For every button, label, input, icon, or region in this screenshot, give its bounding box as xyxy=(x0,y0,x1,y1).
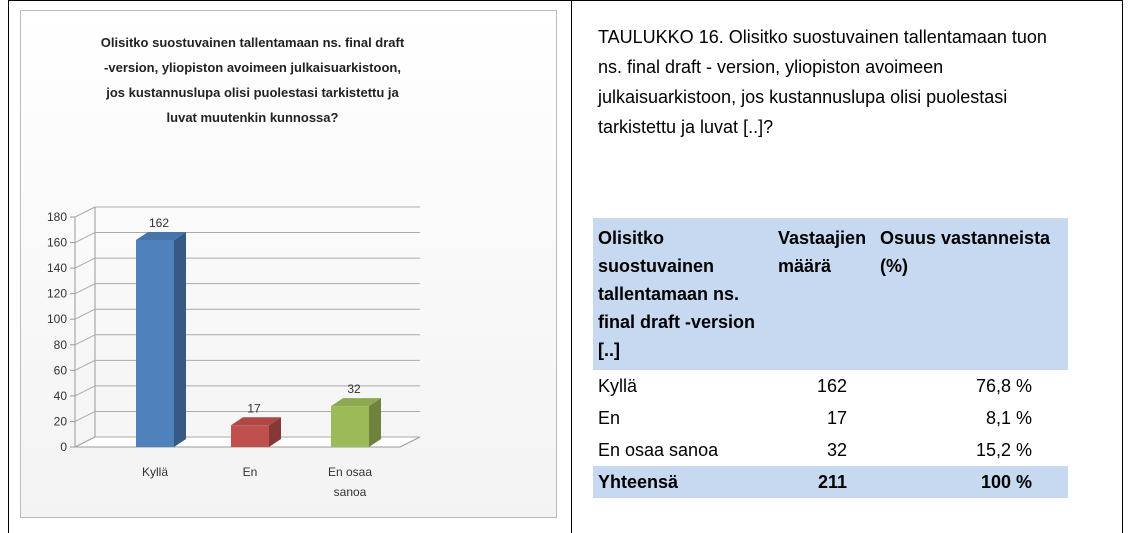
table-cell: En xyxy=(598,408,621,428)
chart: 0 20 40 60 80 100 120 140 160 180 162 17 32 xyxy=(47,206,421,454)
table-cell: 100 % xyxy=(875,466,1068,498)
x-tick-label: Kyllä xyxy=(141,465,168,479)
x-tick-label: En xyxy=(242,465,258,479)
bar xyxy=(331,406,369,447)
chart-title: Olisitko suostuvainen tallentamaan ns. f… xyxy=(100,35,405,125)
table-caption: TAULUKKO 16. Olisitko suostuvainen talle… xyxy=(598,27,1047,137)
y-tick-label: 80 xyxy=(54,338,68,352)
grid-line xyxy=(74,232,96,244)
y-tick-label: 0 xyxy=(60,440,67,454)
border xyxy=(1122,0,1123,533)
header-cell: Vastaajien määrä xyxy=(773,218,875,370)
table-cell: 76,8 % xyxy=(975,376,1032,396)
header-cell: Olisitko suostuvainen tallentamaan ns. f… xyxy=(593,218,773,370)
grid-line xyxy=(74,334,96,346)
y-tick-label: 100 xyxy=(47,312,67,326)
grid-line xyxy=(74,385,96,397)
chart-box xyxy=(20,10,557,518)
data-label: 162 xyxy=(149,216,169,230)
grid-line xyxy=(74,359,96,371)
y-tick-label: 180 xyxy=(47,210,67,224)
bar-top xyxy=(136,232,186,240)
table-cell: 8,1 % xyxy=(985,408,1032,428)
table-cell: En osaa sanoa xyxy=(598,440,719,460)
y-tick-label: 140 xyxy=(47,261,67,275)
grid-line xyxy=(74,308,96,320)
y-tick-label: 160 xyxy=(47,236,67,250)
header-row: Olisitko suostuvainen tallentamaan ns. f… xyxy=(593,218,1068,370)
bar xyxy=(231,425,269,447)
header-cell: Osuus vastanneista (%) xyxy=(875,218,1068,370)
y-tick-label: 20 xyxy=(54,414,68,428)
table-cell: Kyllä xyxy=(598,376,638,396)
table-cell: 211 xyxy=(773,466,875,498)
table-cell: 162 xyxy=(816,376,847,396)
bar-side xyxy=(369,398,381,447)
x-tick-label: En osaa sanoa xyxy=(327,465,373,499)
grid-line xyxy=(74,257,96,269)
table-cell: 15,2 % xyxy=(975,440,1032,460)
table-body: Kyllä 162 76,8 % En 17 8,1 % En osaa sanoa 32 15… xyxy=(593,370,1068,498)
bar-side xyxy=(174,232,186,447)
y-tick-label: 120 xyxy=(47,287,67,301)
grid-line xyxy=(74,436,96,448)
data-label: 17 xyxy=(247,401,261,415)
border xyxy=(8,0,1123,1)
table-cell: 17 xyxy=(826,408,847,428)
data-label: 32 xyxy=(347,382,361,396)
table-row: Yhteensä 211 100 % xyxy=(593,466,1068,498)
grid-line xyxy=(74,206,96,218)
bar-top xyxy=(331,398,381,407)
y-tick-label: 60 xyxy=(54,363,68,377)
data-table: Olisitko suostuvainen tallentamaan ns. f… xyxy=(593,218,1068,498)
table-row: Kyllä 162 76,8 % xyxy=(593,370,1068,402)
bar xyxy=(136,240,174,447)
table-cell: Yhteensä xyxy=(593,466,773,498)
grid-line xyxy=(74,410,96,422)
table-row: En 17 8,1 % xyxy=(593,402,1068,434)
bar-side xyxy=(269,417,281,447)
border xyxy=(8,0,9,533)
grid-line xyxy=(74,283,96,295)
table-row: En osaa sanoa 32 15,2 % xyxy=(593,434,1068,466)
bar-top xyxy=(231,417,281,426)
table-cell: 32 xyxy=(826,440,847,460)
y-tick-label: 40 xyxy=(54,389,68,403)
border xyxy=(571,0,572,533)
